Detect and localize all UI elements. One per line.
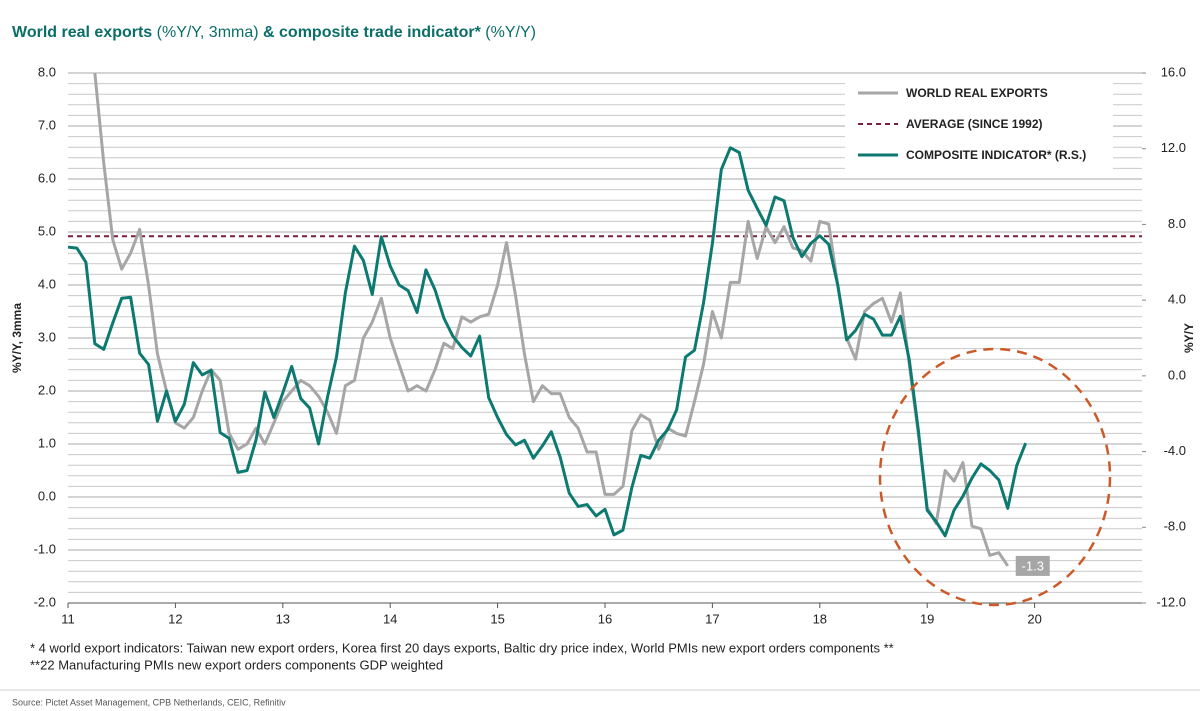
footnote: * 4 world export indicators: Taiwan new …: [30, 640, 894, 655]
title-part: (%Y/Y, 3mma): [152, 24, 264, 41]
overlay: -1.3 WORLD REAL EXPORTS AVERAGE (SINCE 199…: [845, 78, 1113, 576]
y2-tick-label: 16.0: [1161, 64, 1186, 79]
y-tick-label: 4.0: [38, 276, 56, 291]
x-tick-label: 18: [813, 611, 827, 626]
legend-label: AVERAGE (SINCE 1992): [906, 117, 1042, 131]
y2-tick-label: -8.0: [1164, 519, 1186, 534]
y2-tick-label: -4.0: [1164, 443, 1186, 458]
data-label-box: [1015, 555, 1050, 576]
series-line: [93, 73, 1009, 567]
y-tick-label: 7.0: [38, 117, 56, 132]
y-tick-label: -1.0: [34, 541, 56, 556]
y-tick-label: 3.0: [38, 329, 56, 344]
plot-area: [68, 73, 1142, 567]
y2-axis-label: %Y/Y: [1182, 323, 1196, 353]
y-tick-label: 2.0: [38, 382, 56, 397]
x-tick-label: 16: [598, 611, 612, 626]
y-tick-label: 0.0: [38, 488, 56, 503]
x-tick-label: 12: [168, 611, 182, 626]
x-tick-label: 17: [705, 611, 719, 626]
y-tick-label: -2.0: [34, 594, 56, 609]
x-tick-label: 15: [490, 611, 504, 626]
x-tick-label: 14: [383, 611, 397, 626]
y2-tick-label: 0.0: [1168, 367, 1186, 382]
y2-tick-label: -12.0: [1156, 594, 1186, 609]
y-axis-label: %Y/Y, 3mma: [10, 303, 24, 373]
y-tick-label: 5.0: [38, 223, 56, 238]
y-tick-label: 1.0: [38, 435, 56, 450]
series-line: [68, 146, 1028, 538]
x-tick-label: 11: [61, 611, 75, 626]
data-label: -1.3: [1022, 558, 1044, 573]
title-part: World real exports: [12, 24, 153, 41]
y-tick-label: 6.0: [38, 170, 56, 185]
legend-label: WORLD REAL EXPORTS: [906, 86, 1048, 100]
source: Source: Pictet Asset Management, CPB Net…: [12, 697, 286, 707]
highlight-circle: [878, 347, 1112, 607]
x-tick-label: 13: [276, 611, 290, 626]
y2-tick-label: 8.0: [1168, 216, 1186, 231]
legend-label: COMPOSITE INDICATOR* (R.S.): [906, 148, 1086, 162]
x-tick-label: 20: [1027, 611, 1041, 626]
y-tick-label: 8.0: [38, 64, 56, 79]
chart-title: World real exports (%Y/Y, 3mma) & compos…: [12, 24, 536, 42]
title-part: & composite trade indicator*: [263, 24, 481, 41]
y2-tick-label: 4.0: [1168, 292, 1186, 307]
title-part: (%Y/Y): [480, 24, 536, 41]
x-tick-label: 19: [920, 611, 934, 626]
footnote: **22 Manufacturing PMIs new export order…: [30, 657, 443, 672]
y2-tick-label: 12.0: [1161, 140, 1186, 155]
